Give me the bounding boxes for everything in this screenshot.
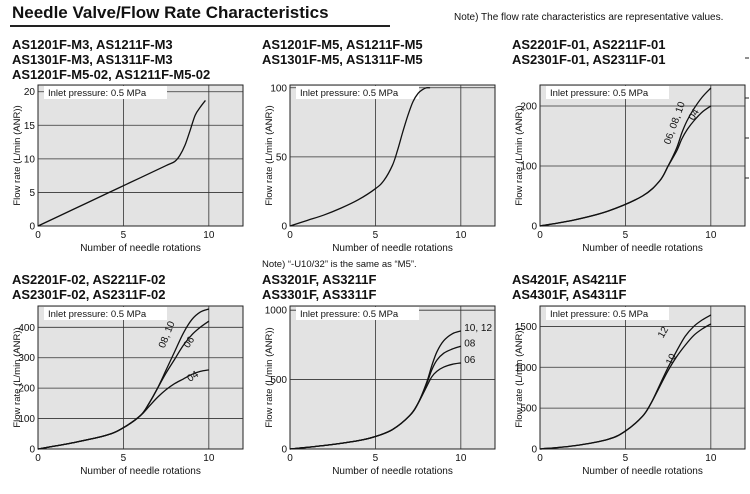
- x-tick-label: 10: [705, 230, 717, 241]
- y-tick-label: 1000: [265, 306, 288, 317]
- title-underline: [10, 25, 390, 27]
- series-label: 10: [664, 352, 679, 367]
- annotation-box: [296, 307, 419, 320]
- x-tick-label: 5: [623, 453, 629, 464]
- x-tick-label: 10: [203, 230, 215, 241]
- annotation-box: [296, 86, 419, 99]
- y-tick-label: 200: [520, 102, 537, 113]
- panel-title-1: AS1201F-M3, AS1211F-M3 AS1301F-M3, AS131…: [12, 37, 211, 82]
- x-axis-label: Number of needle rotations: [332, 243, 453, 254]
- y-axis-label: Flow rate (L/min (ANR)): [12, 327, 23, 427]
- y-tick-label: 100: [520, 162, 537, 173]
- y-axis-label: Flow rate (L/min (ANR)): [514, 327, 525, 427]
- inlet-pressure-annotation: Inlet pressure: 0.5 MPa: [550, 88, 649, 99]
- plot-area: [37, 84, 244, 227]
- x-tick-label: 5: [121, 230, 127, 241]
- series-label: 04: [687, 107, 702, 123]
- y-axis-label: Flow rate (L/min (ANR)): [264, 105, 275, 205]
- y-axis-label: Flow rate (L/min (ANR)): [264, 327, 275, 427]
- x-tick-label: 10: [455, 453, 467, 464]
- inlet-pressure-annotation: Inlet pressure: 0.5 MPa: [550, 309, 649, 320]
- y-tick-label: 100: [270, 83, 287, 94]
- annotation-box: [546, 86, 669, 99]
- series-label: 08: [464, 338, 476, 349]
- y-axis-label: Flow rate (L/min (ANR)): [514, 105, 525, 205]
- flow-chart-as3201f: 0 5 10 0 500 1000 Number of needle rotations Fl…: [264, 305, 496, 477]
- x-tick-label: 10: [705, 453, 717, 464]
- header-note: Note) The flow rate characteristics are …: [454, 12, 724, 23]
- y-tick-label: 200: [18, 384, 35, 395]
- x-tick-label: 0: [537, 230, 543, 241]
- panel-title-5: AS3201F, AS3211F AS3301F, AS3311F: [262, 272, 377, 302]
- x-tick-label: 0: [537, 453, 543, 464]
- x-axis-label: Number of needle rotations: [80, 466, 201, 477]
- page-edge-marks: [745, 57, 749, 179]
- series-line-3: [37, 369, 209, 450]
- x-axis-label: Number of needle rotations: [582, 243, 703, 254]
- flow-chart-as1201f-m3: 0 5 10 0 5 10 15 20 Number of needle rotations Fl…: [12, 84, 244, 254]
- inlet-pressure-annotation: Inlet pressure: 0.5 MPa: [300, 88, 399, 99]
- y-tick-label: 50: [276, 152, 288, 163]
- inlet-pressure-annotation: Inlet pressure: 0.5 MPa: [300, 309, 399, 320]
- x-tick-label: 0: [35, 230, 41, 241]
- panel-title-3: AS2201F-01, AS2211F-01 AS2301F-01, AS231…: [512, 37, 666, 67]
- y-tick-label: 0: [29, 222, 35, 233]
- series-label: 12: [656, 325, 671, 341]
- annotation-box: [546, 307, 669, 320]
- y-tick-label: 1500: [515, 322, 538, 333]
- x-tick-label: 0: [35, 453, 41, 464]
- inlet-pressure-annotation: Inlet pressure: 0.5 MPa: [48, 309, 147, 320]
- series-line-3: [289, 362, 461, 450]
- y-tick-label: 0: [281, 222, 287, 233]
- flow-chart-as4201f: 0 5 10 0 500 1000 1500 Number of needle rotatio…: [514, 305, 746, 477]
- series-line-1: [37, 100, 206, 227]
- y-tick-label: 1000: [515, 363, 538, 374]
- series-label: 06: [464, 355, 476, 366]
- annotation-box: [44, 86, 167, 99]
- x-axis-label: Number of needle rotations: [80, 243, 201, 254]
- y-tick-label: 100: [18, 414, 35, 425]
- y-tick-label: 300: [18, 353, 35, 364]
- plot-area: [289, 84, 496, 227]
- x-axis-label: Number of needle rotations: [582, 466, 703, 477]
- panel-title-2: AS1201F-M5, AS1211F-M5 AS1301F-M5, AS131…: [262, 37, 423, 67]
- series-label: 10, 12: [464, 323, 492, 334]
- x-tick-label: 0: [287, 230, 293, 241]
- y-tick-label: 20: [24, 87, 36, 98]
- y-tick-label: 0: [531, 445, 537, 456]
- y-tick-label: 10: [24, 154, 36, 165]
- x-tick-label: 10: [455, 230, 467, 241]
- inlet-pressure-annotation: Inlet pressure: 0.5 MPa: [48, 88, 147, 99]
- x-tick-label: 5: [373, 230, 379, 241]
- y-tick-label: 0: [281, 445, 287, 456]
- series-line-1: [289, 87, 431, 227]
- y-tick-label: 500: [520, 404, 537, 415]
- x-tick-label: 10: [203, 453, 215, 464]
- annotation-box: [44, 307, 167, 320]
- x-tick-label: 0: [287, 453, 293, 464]
- page-title: Needle Valve/Flow Rate Characteristics: [12, 3, 329, 22]
- y-tick-label: 5: [29, 188, 35, 199]
- y-tick-label: 15: [24, 121, 36, 132]
- y-tick-label: 500: [270, 375, 287, 386]
- y-tick-label: 0: [531, 222, 537, 233]
- x-axis-label: Number of needle rotations: [332, 466, 453, 477]
- panel-title-6: AS4201F, AS4211F AS4301F, AS4311F: [512, 272, 627, 302]
- x-tick-label: 5: [623, 230, 629, 241]
- plot-area: [539, 305, 746, 450]
- y-axis-label: Flow rate (L/min (ANR)): [12, 105, 23, 205]
- panel-title-4: AS2201F-02, AS2211F-02 AS2301F-02, AS231…: [12, 272, 166, 302]
- series-line-2: [539, 105, 712, 227]
- series-line-2: [539, 323, 712, 450]
- x-tick-label: 5: [121, 453, 127, 464]
- y-tick-label: 0: [29, 445, 35, 456]
- y-tick-label: 400: [18, 323, 35, 334]
- x-tick-label: 5: [373, 453, 379, 464]
- footnote-u10-32: Note) “-U10/32” is the same as “M5”.: [262, 259, 417, 270]
